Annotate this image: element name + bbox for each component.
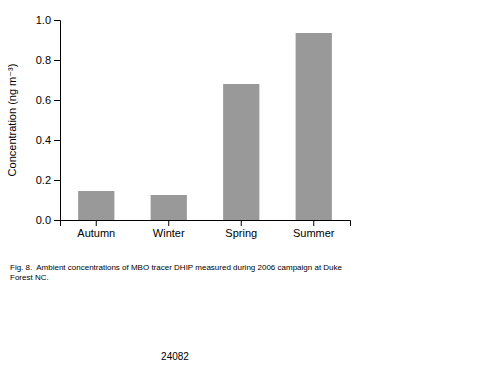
axis-domain [54, 21, 61, 221]
y-tick-mark [54, 100, 60, 101]
y-tick-label: 0.4 [36, 134, 51, 146]
y-tick: 0.2 [36, 174, 60, 186]
plot-area: Autumn Winter Spring Summer 0.0 0.2 0.4 0.6 0.8 1… [36, 14, 351, 239]
caption: Fig. 8. Ambient concentrations of MBO tr… [10, 263, 343, 282]
y-tick-label: 0.0 [36, 214, 51, 226]
bar [78, 191, 114, 220]
bars [78, 33, 332, 220]
y-axis: 0.0 0.2 0.4 0.6 0.8 1.0 [36, 14, 61, 226]
y-tick-mark [54, 180, 60, 181]
y-tick-label: 0.6 [36, 94, 51, 106]
x-tick-mark [168, 220, 169, 226]
x-tick: Autumn [77, 220, 115, 239]
y-tick-mark [54, 140, 60, 141]
x-tick-label: Autumn [77, 227, 115, 239]
y-tick: 1.0 [36, 14, 60, 26]
axis-domain [61, 221, 351, 227]
x-tick-mark [313, 220, 314, 226]
bar [151, 195, 187, 220]
x-tick: Winter [153, 220, 185, 239]
chart: Autumn Winter Spring Summer 0.0 0.2 0.4 0.6 0.8 1… [0, 0, 500, 368]
y-tick-label: 0.8 [36, 54, 51, 66]
footer: 24082 [161, 351, 189, 362]
x-tick-mark [241, 220, 242, 226]
x-tick-mark [96, 220, 97, 226]
y-tick: 0.8 [36, 54, 60, 66]
x-tick-label: Summer [293, 227, 335, 239]
y-tick-mark [54, 220, 60, 221]
y-tick-label: 0.2 [36, 174, 51, 186]
y-axis-label: Concentration (ng m⁻³) [6, 64, 18, 177]
x-tick-label: Winter [153, 227, 185, 239]
x-tick: Summer [293, 220, 335, 239]
x-tick: Spring [225, 220, 257, 239]
y-tick-mark [54, 60, 60, 61]
bar [296, 33, 332, 220]
y-tick: 0.4 [36, 134, 60, 146]
y-tick: 0.6 [36, 94, 60, 106]
y-tick-label: 1.0 [36, 14, 51, 26]
x-axis: Autumn Winter Spring Summer [61, 220, 351, 239]
y-tick-mark [54, 20, 60, 21]
bar [223, 84, 259, 220]
y-tick: 0.0 [36, 214, 60, 226]
x-tick-label: Spring [225, 227, 257, 239]
